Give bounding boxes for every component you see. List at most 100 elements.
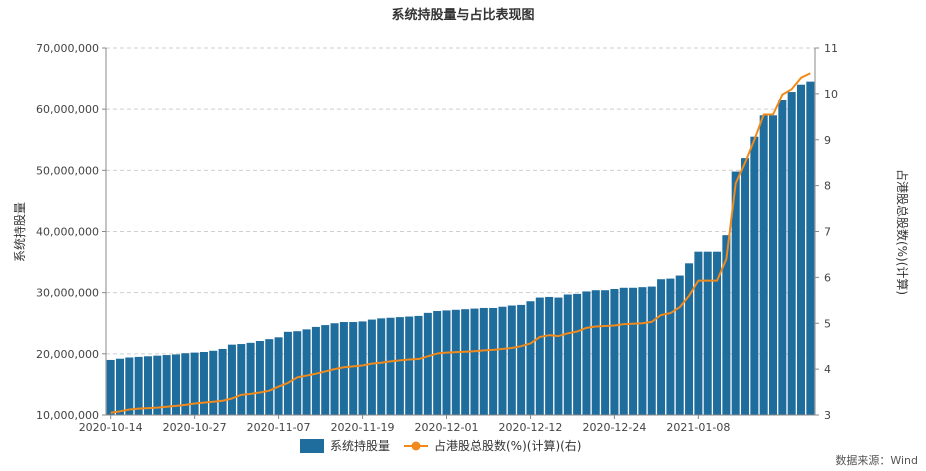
bar xyxy=(283,331,292,415)
y2-axis-label: 占港股总股数(%)(计算) xyxy=(895,169,910,295)
bar xyxy=(741,158,750,415)
bar xyxy=(237,344,246,415)
y-axis-label: 系统持股量 xyxy=(12,202,27,262)
bar xyxy=(246,342,255,415)
bar xyxy=(395,317,404,415)
legend-bar-swatch xyxy=(300,439,324,453)
legend-line-marker xyxy=(411,441,421,451)
bar xyxy=(545,296,554,415)
bar xyxy=(227,344,236,415)
bar xyxy=(405,316,414,415)
y-tick-label: 60,000,000 xyxy=(36,103,99,116)
chart-title: 系统持股量与占比表现图 xyxy=(391,7,534,23)
bar xyxy=(610,288,619,415)
bar xyxy=(806,81,815,416)
y2-tick-label: 7 xyxy=(824,226,831,239)
bar xyxy=(750,136,759,416)
bar xyxy=(171,354,180,415)
bar xyxy=(601,290,610,415)
line-path xyxy=(110,72,811,414)
bar xyxy=(713,251,722,415)
y2-tick-label: 4 xyxy=(824,363,831,376)
y-tick-label: 10,000,000 xyxy=(36,409,99,422)
bar xyxy=(526,301,535,415)
bar xyxy=(423,312,432,415)
source-note: 数据来源：Wind xyxy=(835,453,918,467)
x-tick-label: 2020-11-19 xyxy=(331,421,395,434)
bar-series xyxy=(106,81,815,416)
bar xyxy=(489,307,498,415)
bar xyxy=(115,358,125,415)
left-axis-ticks: 10,000,000 20,000,000 30,000,000 40,000,000… xyxy=(36,42,106,422)
bar xyxy=(582,291,591,415)
bar xyxy=(162,355,171,415)
y2-tick-label: 5 xyxy=(824,317,831,330)
bar xyxy=(778,99,787,415)
bar xyxy=(563,294,572,415)
y2-tick-label: 6 xyxy=(824,271,831,284)
bar xyxy=(591,290,600,415)
bar xyxy=(367,319,376,415)
bar xyxy=(321,325,330,415)
legend-line-label: 占港股总股数(%)(计算)(右) xyxy=(434,438,582,453)
x-tick-label: 2020-12-24 xyxy=(582,421,646,434)
y2-tick-label: 11 xyxy=(824,42,838,55)
bar xyxy=(190,352,199,415)
line-series xyxy=(110,72,811,414)
x-tick-label: 2020-10-14 xyxy=(79,421,143,434)
bar xyxy=(433,311,442,415)
bar xyxy=(199,351,208,415)
bar xyxy=(293,331,302,415)
bar xyxy=(666,278,675,415)
bar xyxy=(573,293,582,415)
bar xyxy=(619,287,628,415)
bar xyxy=(647,286,656,415)
bar xyxy=(675,275,684,415)
bar xyxy=(414,315,423,415)
y2-tick-label: 9 xyxy=(824,134,831,147)
x-tick-label: 2020-12-12 xyxy=(498,421,562,434)
bar xyxy=(517,304,526,415)
bar xyxy=(209,350,218,415)
right-axis-ticks: 3 4 5 6 7 8 9 10 11 xyxy=(815,42,838,422)
bar xyxy=(507,305,516,415)
y-tick-label: 40,000,000 xyxy=(36,226,99,239)
y-tick-label: 20,000,000 xyxy=(36,348,99,361)
bar xyxy=(143,356,152,415)
bar xyxy=(470,308,479,415)
y2-tick-label: 8 xyxy=(824,180,831,193)
bar xyxy=(731,171,740,415)
bar xyxy=(442,310,451,415)
bar xyxy=(255,340,264,415)
bar xyxy=(796,84,806,415)
bar xyxy=(265,339,274,415)
bar xyxy=(769,115,778,416)
y-tick-label: 30,000,000 xyxy=(36,287,99,300)
bar xyxy=(629,287,638,415)
y-tick-label: 50,000,000 xyxy=(36,164,99,177)
bar xyxy=(685,263,694,415)
x-tick-label: 2021-01-08 xyxy=(666,421,730,434)
y-tick-label: 70,000,000 xyxy=(36,42,99,55)
bar xyxy=(694,251,703,415)
bar xyxy=(181,353,190,415)
bar xyxy=(311,326,320,415)
bar xyxy=(386,317,395,415)
bar xyxy=(657,279,666,415)
bar xyxy=(274,337,283,415)
bar xyxy=(722,235,731,415)
legend-bar-label: 系统持股量 xyxy=(330,438,390,453)
bar xyxy=(638,287,647,415)
bar xyxy=(134,356,143,415)
bar xyxy=(498,306,507,415)
legend: 系统持股量 占港股总股数(%)(计算)(右) xyxy=(300,438,582,453)
bar xyxy=(535,297,544,415)
bar xyxy=(106,359,115,415)
bar xyxy=(349,322,358,415)
y2-tick-label: 3 xyxy=(824,409,831,422)
y2-tick-label: 10 xyxy=(824,88,838,101)
bar xyxy=(451,309,460,415)
bar xyxy=(377,318,386,415)
bar xyxy=(125,357,134,415)
